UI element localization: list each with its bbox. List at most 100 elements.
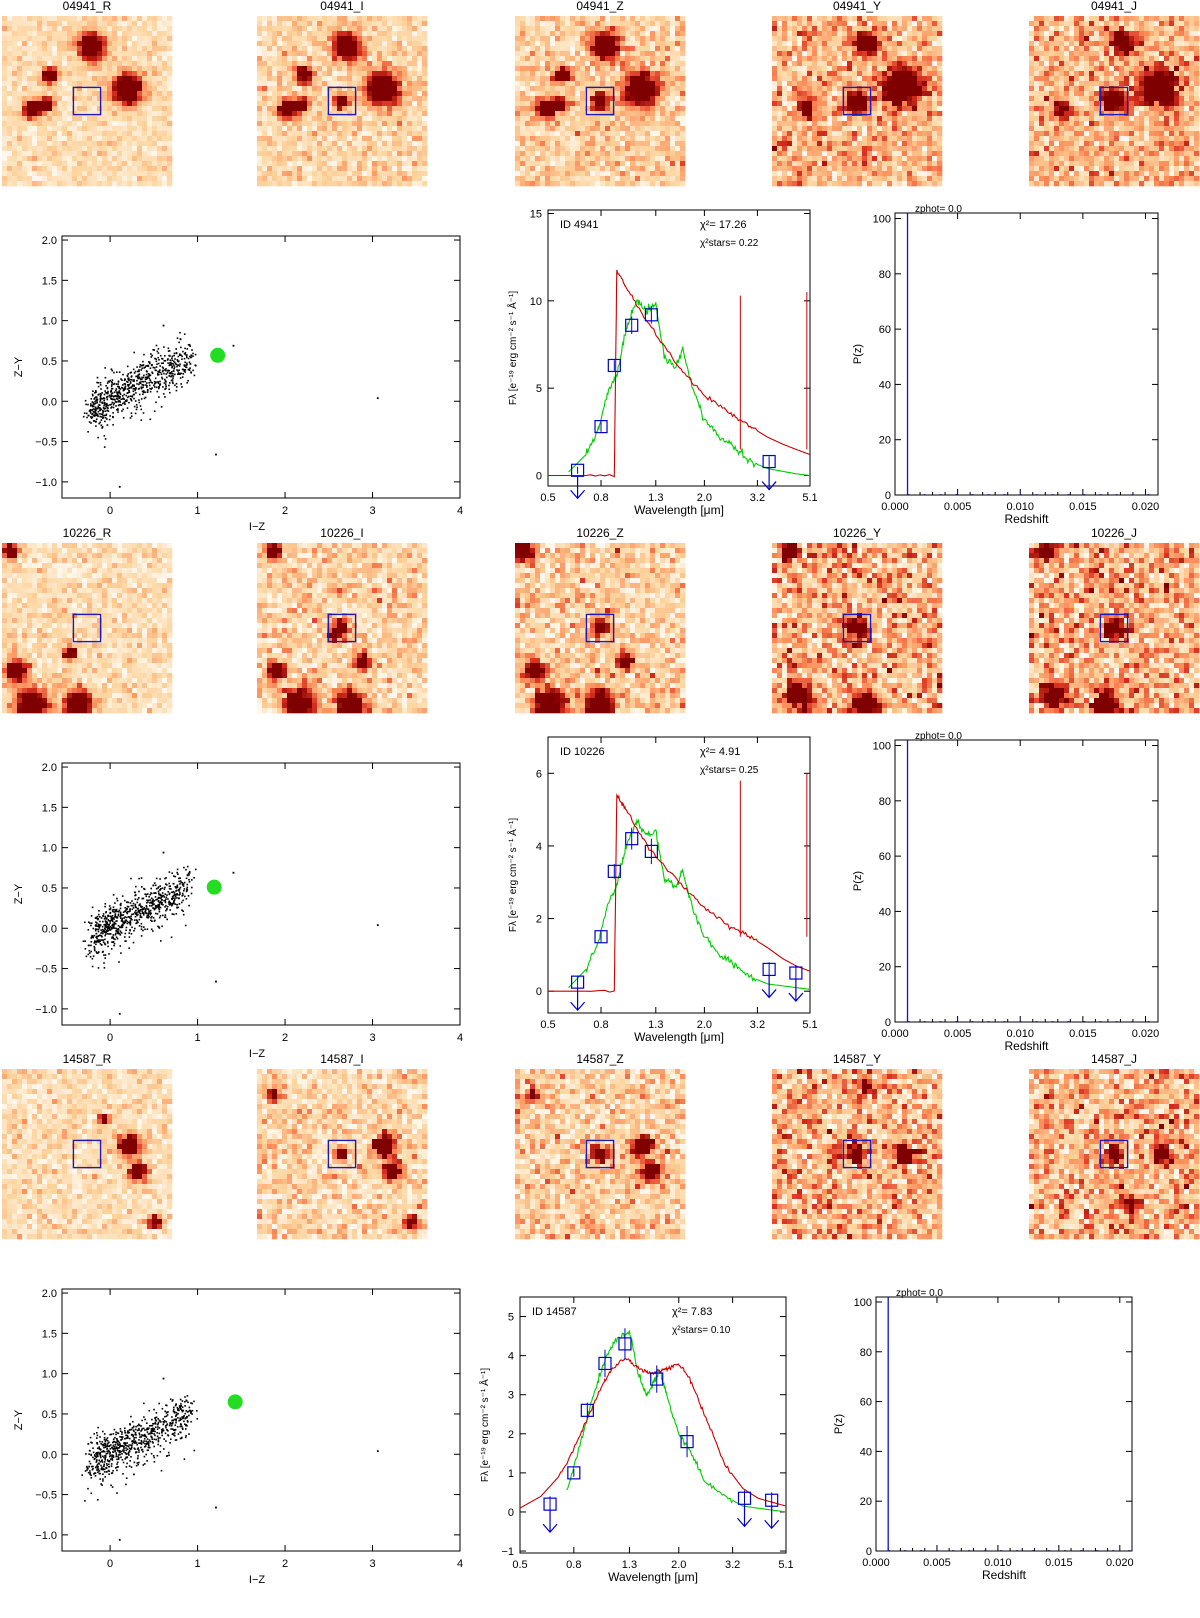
cutout-pixel: [645, 181, 651, 187]
cutout-pixel: [17, 66, 23, 72]
cutout-pixel: [575, 16, 581, 22]
cutout-pixel: [327, 171, 333, 177]
cutout-pixel: [842, 101, 848, 107]
cutout-pixel: [635, 116, 641, 122]
cutout-pixel: [47, 86, 53, 92]
cutout-pixel: [327, 66, 333, 72]
cutout-pixel: [142, 116, 148, 122]
cutout-pixel: [12, 141, 18, 147]
cutout-pixel: [352, 86, 358, 92]
cutout-pixel: [525, 126, 531, 132]
cutout-pixel: [680, 151, 686, 157]
cutout-pixel: [32, 166, 38, 172]
cutout-pixel: [297, 21, 303, 27]
cutout-pixel: [297, 36, 303, 42]
cutout-pixel: [1074, 66, 1080, 72]
cutout-pixel: [600, 71, 606, 77]
cutout-pixel: [97, 31, 103, 37]
cutout-pixel: [42, 31, 48, 37]
cutout-pixel: [272, 131, 278, 137]
cutout-pixel: [1054, 146, 1060, 152]
cutout-pixel: [7, 146, 13, 152]
cutout-pixel: [927, 41, 933, 47]
cutout-pixel: [565, 26, 571, 32]
cutout-pixel: [600, 136, 606, 142]
cutout-pixel: [515, 166, 521, 172]
cutout-pixel: [417, 171, 423, 177]
cutout-pixel: [660, 86, 666, 92]
cutout-pixel: [565, 141, 571, 147]
cutout-pixel: [782, 91, 788, 97]
cutout-pixel: [102, 121, 108, 127]
cutout-pixel: [262, 126, 268, 132]
cutout-pixel: [782, 76, 788, 82]
cutout-pixel: [1064, 116, 1070, 122]
cutout-pixel: [37, 86, 43, 92]
cutout-pixel: [882, 111, 888, 117]
cutout-pixel: [72, 126, 78, 132]
cutout-pixel: [157, 46, 163, 52]
cutout-pixel: [555, 131, 561, 137]
cutout-pixel: [670, 26, 676, 32]
cutout-pixel: [575, 46, 581, 52]
cutout-pixel: [422, 86, 428, 92]
cutout-pixel: [87, 171, 93, 177]
cutout-pixel: [615, 126, 621, 132]
cutout-pixel: [922, 116, 928, 122]
cutout-pixel: [82, 161, 88, 167]
cutout-pixel: [352, 121, 358, 127]
cutout-pixel: [887, 26, 893, 32]
cutout-pixel: [620, 71, 626, 77]
cutout-pixel: [392, 41, 398, 47]
cutout-pixel: [1049, 176, 1055, 182]
cutout-pixel: [332, 41, 338, 47]
cutout-pixel: [857, 156, 863, 162]
cutout-pixel: [122, 36, 128, 42]
cutout-pixel: [1064, 36, 1070, 42]
cutout-pixel: [832, 136, 838, 142]
cutout-pixel: [257, 86, 263, 92]
cutout-pixel: [832, 96, 838, 102]
cutout-pixel: [852, 136, 858, 142]
cutout-pixel: [62, 136, 68, 142]
cutout-pixel: [625, 156, 631, 162]
cutout-pixel: [887, 21, 893, 27]
cutout-pixel: [122, 56, 128, 62]
cutout-pixel: [625, 31, 631, 37]
cutout-pixel: [297, 16, 303, 22]
cutout-pixel: [610, 16, 616, 22]
cutout-pixel: [22, 46, 28, 52]
cutout-pixel: [397, 81, 403, 87]
cutout-pixel: [1079, 16, 1085, 22]
cutout-pixel: [327, 91, 333, 97]
cutout-pixel: [907, 31, 913, 37]
cutout-pixel: [312, 181, 318, 187]
cutout-pixel: [802, 61, 808, 67]
cutout-pixel: [282, 56, 288, 62]
cutout-pixel: [302, 141, 308, 147]
cutout-pixel: [560, 61, 566, 67]
cutout-pixel: [655, 31, 661, 37]
cutout-pixel: [565, 181, 571, 187]
cutout-pixel: [917, 86, 923, 92]
cutout-pixel: [680, 116, 686, 122]
cutout-pixel: [272, 126, 278, 132]
cutout-pixel: [282, 181, 288, 187]
cutout-pixel: [650, 66, 656, 72]
cutout-pixel: [600, 111, 606, 117]
cutout-pixel: [680, 161, 686, 167]
cutout-pixel: [362, 71, 368, 77]
cutout-pixel: [422, 176, 428, 182]
cutout-pixel: [1059, 76, 1065, 82]
cutout-pixel: [352, 116, 358, 122]
cutout-pixel: [152, 171, 158, 177]
cutout-pixel: [675, 46, 681, 52]
cutout-pixel: [342, 76, 348, 82]
cutout-pixel: [907, 181, 913, 187]
cutout-pixel: [1049, 86, 1055, 92]
cutout-pixel: [610, 151, 616, 157]
cutout-pixel: [47, 136, 53, 142]
cutout-pixel: [852, 156, 858, 162]
cutout-pixel: [117, 141, 123, 147]
cutout-pixel: [605, 41, 611, 47]
